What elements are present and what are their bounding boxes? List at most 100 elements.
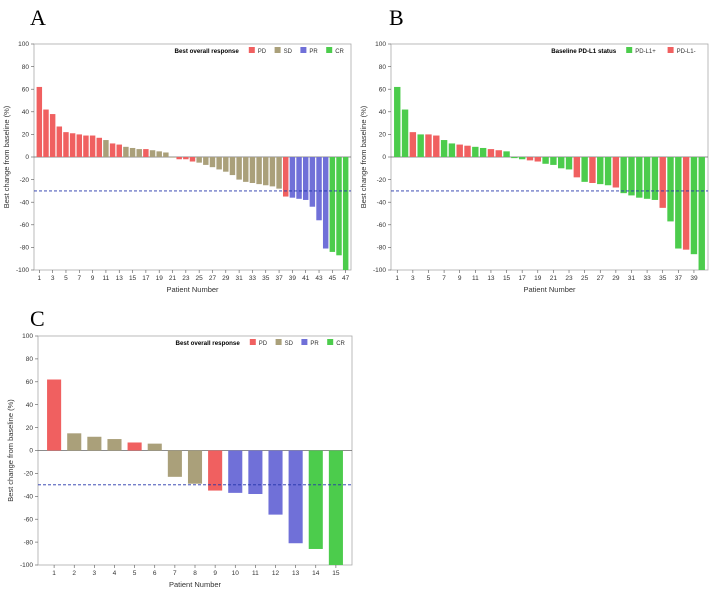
legend-entry-label: PR — [309, 49, 318, 55]
bar-patient-9 — [456, 144, 463, 157]
legend-swatch-cr — [327, 339, 334, 345]
bar-patient-14 — [495, 150, 502, 157]
x-tick-label: 9 — [91, 275, 95, 282]
legend-title: Baseline PD-L1 status — [551, 48, 617, 55]
y-tick-label: -20 — [377, 177, 387, 184]
bar-patient-18 — [149, 150, 156, 157]
y-tick-label: 80 — [379, 64, 387, 71]
y-tick-label: -20 — [24, 471, 34, 478]
legend-title: Best overall response — [174, 48, 239, 55]
bar-patient-15 — [503, 151, 510, 157]
x-tick-label: 31 — [236, 275, 244, 282]
x-tick-label: 19 — [534, 275, 542, 282]
legend-entry-label: PD-L1+ — [635, 49, 656, 55]
legend-entry-label: SD — [285, 341, 294, 347]
y-tick-label: -100 — [20, 562, 33, 569]
x-tick-label: 7 — [442, 275, 446, 282]
bar-patient-10 — [96, 137, 102, 157]
bar-patient-12 — [479, 147, 487, 157]
x-tick-label: 41 — [302, 275, 310, 282]
y-tick-label: -40 — [24, 494, 34, 501]
bar-patient-5 — [127, 442, 142, 451]
x-tick-label: 10 — [232, 570, 240, 577]
bar-patient-23 — [565, 157, 573, 170]
x-tick-label: 4 — [113, 570, 117, 577]
bar-patient-34 — [256, 157, 262, 185]
bar-patient-46 — [336, 157, 342, 256]
bar-patient-23 — [183, 157, 189, 160]
x-tick-label: 25 — [581, 275, 589, 282]
bar-patient-32 — [243, 157, 249, 182]
bar-patient-39 — [289, 157, 296, 198]
x-tick-label: 13 — [292, 570, 300, 577]
bar-patient-12 — [109, 143, 116, 157]
bar-patient-4 — [56, 126, 63, 157]
bar-patient-36 — [667, 157, 674, 222]
legend-swatch-pr — [301, 339, 308, 345]
y-tick-label: 20 — [26, 425, 34, 432]
legend-swatch-sd — [274, 47, 281, 53]
legend-entry-label: CR — [336, 341, 345, 347]
bar-patient-24 — [573, 157, 581, 178]
bar-patient-15 — [129, 147, 136, 157]
legend-entry-label: PR — [310, 341, 319, 347]
bar-patient-25 — [196, 157, 202, 163]
bar-patient-45 — [329, 157, 336, 252]
y-axis-label: Best change from baseline (%) — [6, 399, 15, 502]
legend-swatch-pd — [249, 339, 256, 345]
x-axis-label: Patient Number — [169, 580, 222, 589]
bar-patient-25 — [581, 157, 588, 182]
x-tick-label: 25 — [196, 275, 204, 282]
y-axis-label: Best change from baseline (%) — [2, 105, 11, 208]
y-tick-label: 40 — [26, 402, 34, 409]
bar-patient-28 — [216, 157, 222, 170]
y-tick-label: 0 — [29, 448, 33, 455]
x-tick-label: 43 — [315, 275, 323, 282]
bar-patient-1 — [47, 379, 62, 451]
bar-patient-2 — [401, 109, 409, 157]
bar-patient-8 — [448, 143, 456, 157]
y-tick-label: 100 — [375, 41, 386, 48]
x-tick-label: 11 — [252, 570, 259, 577]
bar-patient-8 — [187, 450, 203, 484]
y-tick-label: 40 — [379, 109, 387, 116]
y-axis-label: Best change from baseline (%) — [359, 105, 368, 208]
y-tick-label: 60 — [22, 86, 30, 93]
x-tick-label: 27 — [209, 275, 217, 282]
legend-swatch-cr — [326, 47, 333, 53]
x-tick-label: 1 — [52, 570, 56, 577]
bar-patient-13 — [288, 450, 303, 544]
x-tick-label: 31 — [628, 275, 636, 282]
y-tick-label: -100 — [16, 267, 29, 274]
x-tick-label: 13 — [116, 275, 124, 282]
x-tick-label: 21 — [169, 275, 177, 282]
bar-patient-37 — [276, 157, 282, 189]
bar-patient-26 — [203, 157, 209, 165]
bar-patient-3 — [409, 132, 417, 157]
legend-swatch-pd-l1- — [667, 47, 674, 53]
x-tick-label: 1 — [38, 275, 42, 282]
bar-patient-20 — [542, 157, 549, 164]
bar-patient-29 — [612, 157, 620, 188]
bar-patient-6 — [69, 133, 76, 157]
y-tick-label: 20 — [379, 132, 387, 139]
x-tick-label: 29 — [612, 275, 620, 282]
x-tick-label: 39 — [690, 275, 698, 282]
x-tick-label: 29 — [222, 275, 230, 282]
legend-swatch-pr — [300, 47, 307, 53]
x-tick-label: 12 — [272, 570, 280, 577]
x-tick-label: 17 — [142, 275, 150, 282]
bar-patient-34 — [651, 157, 659, 200]
bar-patient-17 — [143, 149, 149, 157]
bar-patient-36 — [269, 157, 276, 187]
y-tick-label: -60 — [24, 516, 34, 523]
bar-patient-33 — [643, 157, 651, 199]
bar-patient-10 — [228, 450, 243, 493]
x-tick-label: 37 — [275, 275, 283, 282]
bar-patient-11 — [248, 450, 263, 495]
x-tick-label: 15 — [503, 275, 511, 282]
x-tick-label: 3 — [411, 275, 415, 282]
bar-patient-30 — [620, 157, 627, 194]
